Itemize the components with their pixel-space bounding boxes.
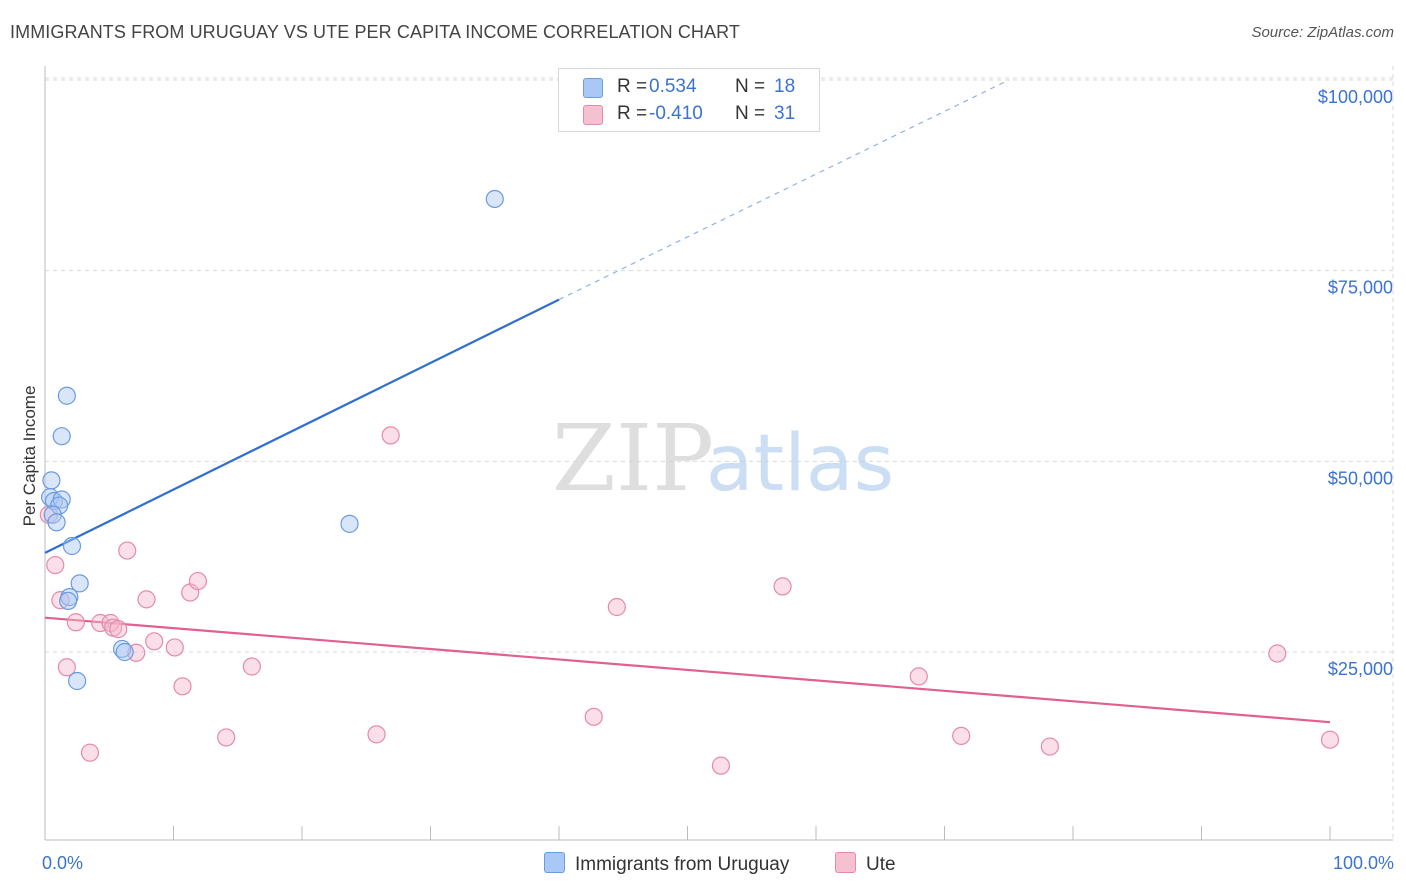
stats-legend: R = 0.534 N = 18 R = -0.410 N = 31 <box>558 68 820 132</box>
point-ute <box>57 658 76 677</box>
y-axis-label: Per Capita Income <box>20 386 39 527</box>
point-ute <box>145 632 164 651</box>
point-uruguay <box>62 536 82 556</box>
point-layer <box>39 189 1340 775</box>
grid-layer <box>45 66 1394 840</box>
point-uruguay <box>485 189 504 209</box>
point-ute <box>1320 730 1340 749</box>
point-ute <box>39 505 58 524</box>
trendline-uruguay <box>44 298 560 554</box>
watermark-atlas: atlas <box>706 419 895 509</box>
point-ute <box>217 728 236 747</box>
point-ute <box>1268 644 1287 663</box>
legend-swatch-ute <box>583 105 603 125</box>
legend-r-label: R = <box>617 76 648 97</box>
y-tick-label: $50,000 <box>1328 468 1393 488</box>
point-ute <box>80 743 100 762</box>
bottom-legend-label-uruguay: Immigrants from Uruguay <box>575 854 790 875</box>
chart-title: IMMIGRANTS FROM URUGUAY VS UTE PER CAPIT… <box>10 22 741 42</box>
point-ute <box>584 707 603 726</box>
trend-layer <box>44 79 1331 724</box>
point-ute <box>188 571 208 591</box>
point-ute <box>118 541 137 560</box>
point-uruguay <box>340 514 359 533</box>
point-ute <box>46 555 65 575</box>
y-tick-label: $25,000 <box>1328 659 1393 679</box>
bottom-legend-uruguay: Immigrants from Uruguay <box>544 852 789 876</box>
point-ute <box>952 726 971 745</box>
point-uruguay <box>52 427 71 446</box>
source-credit: Source: ZipAtlas.com <box>1251 24 1394 41</box>
legend-n-label: N = <box>735 76 766 97</box>
legend-n-value: 18 <box>774 76 796 97</box>
legend-n-label: N = <box>735 103 766 124</box>
legend-r-value: 0.534 <box>649 76 697 97</box>
point-uruguay <box>47 513 66 532</box>
y-tick-label: $100,000 <box>1318 87 1393 107</box>
point-ute <box>109 620 128 639</box>
trendline-ute <box>44 616 1331 724</box>
point-ute <box>909 667 928 686</box>
point-uruguay <box>115 642 134 662</box>
point-ute <box>1040 737 1059 756</box>
axis-layer: $25,000 $50,000 $75,000 $100,000 <box>44 66 1393 841</box>
point-uruguay <box>57 386 76 405</box>
point-ute <box>165 638 184 657</box>
point-ute <box>367 725 386 744</box>
point-ute <box>242 657 261 676</box>
point-uruguay <box>68 671 87 691</box>
legend-r-label: R = <box>617 103 648 124</box>
bottom-legend-swatch-ute <box>835 852 856 873</box>
point-ute <box>66 613 85 632</box>
point-uruguay <box>70 574 89 593</box>
point-uruguay <box>42 471 61 490</box>
legend-swatch-uruguay <box>583 78 603 98</box>
legend-r-value: -0.410 <box>649 103 703 124</box>
point-ute <box>137 590 156 609</box>
legend-n-value: 31 <box>774 103 796 124</box>
watermark-zip: ZIP <box>552 405 714 512</box>
bottom-legend-label-ute: Ute <box>866 854 896 875</box>
point-uruguay <box>112 639 132 659</box>
x-tick-label-min: 0.0% <box>42 853 83 873</box>
point-ute <box>773 577 792 596</box>
point-ute <box>607 597 626 617</box>
point-ute <box>711 756 731 775</box>
trendline-uruguay-extension <box>558 79 1010 301</box>
point-ute <box>173 677 192 696</box>
point-ute <box>381 426 400 445</box>
x-tick-label-max: 100.0% <box>1333 853 1394 873</box>
bottom-legend-swatch-uruguay <box>544 852 565 873</box>
bottom-legend-ute: Ute <box>835 852 896 876</box>
y-tick-label: $75,000 <box>1328 278 1393 298</box>
point-uruguay <box>59 591 78 611</box>
